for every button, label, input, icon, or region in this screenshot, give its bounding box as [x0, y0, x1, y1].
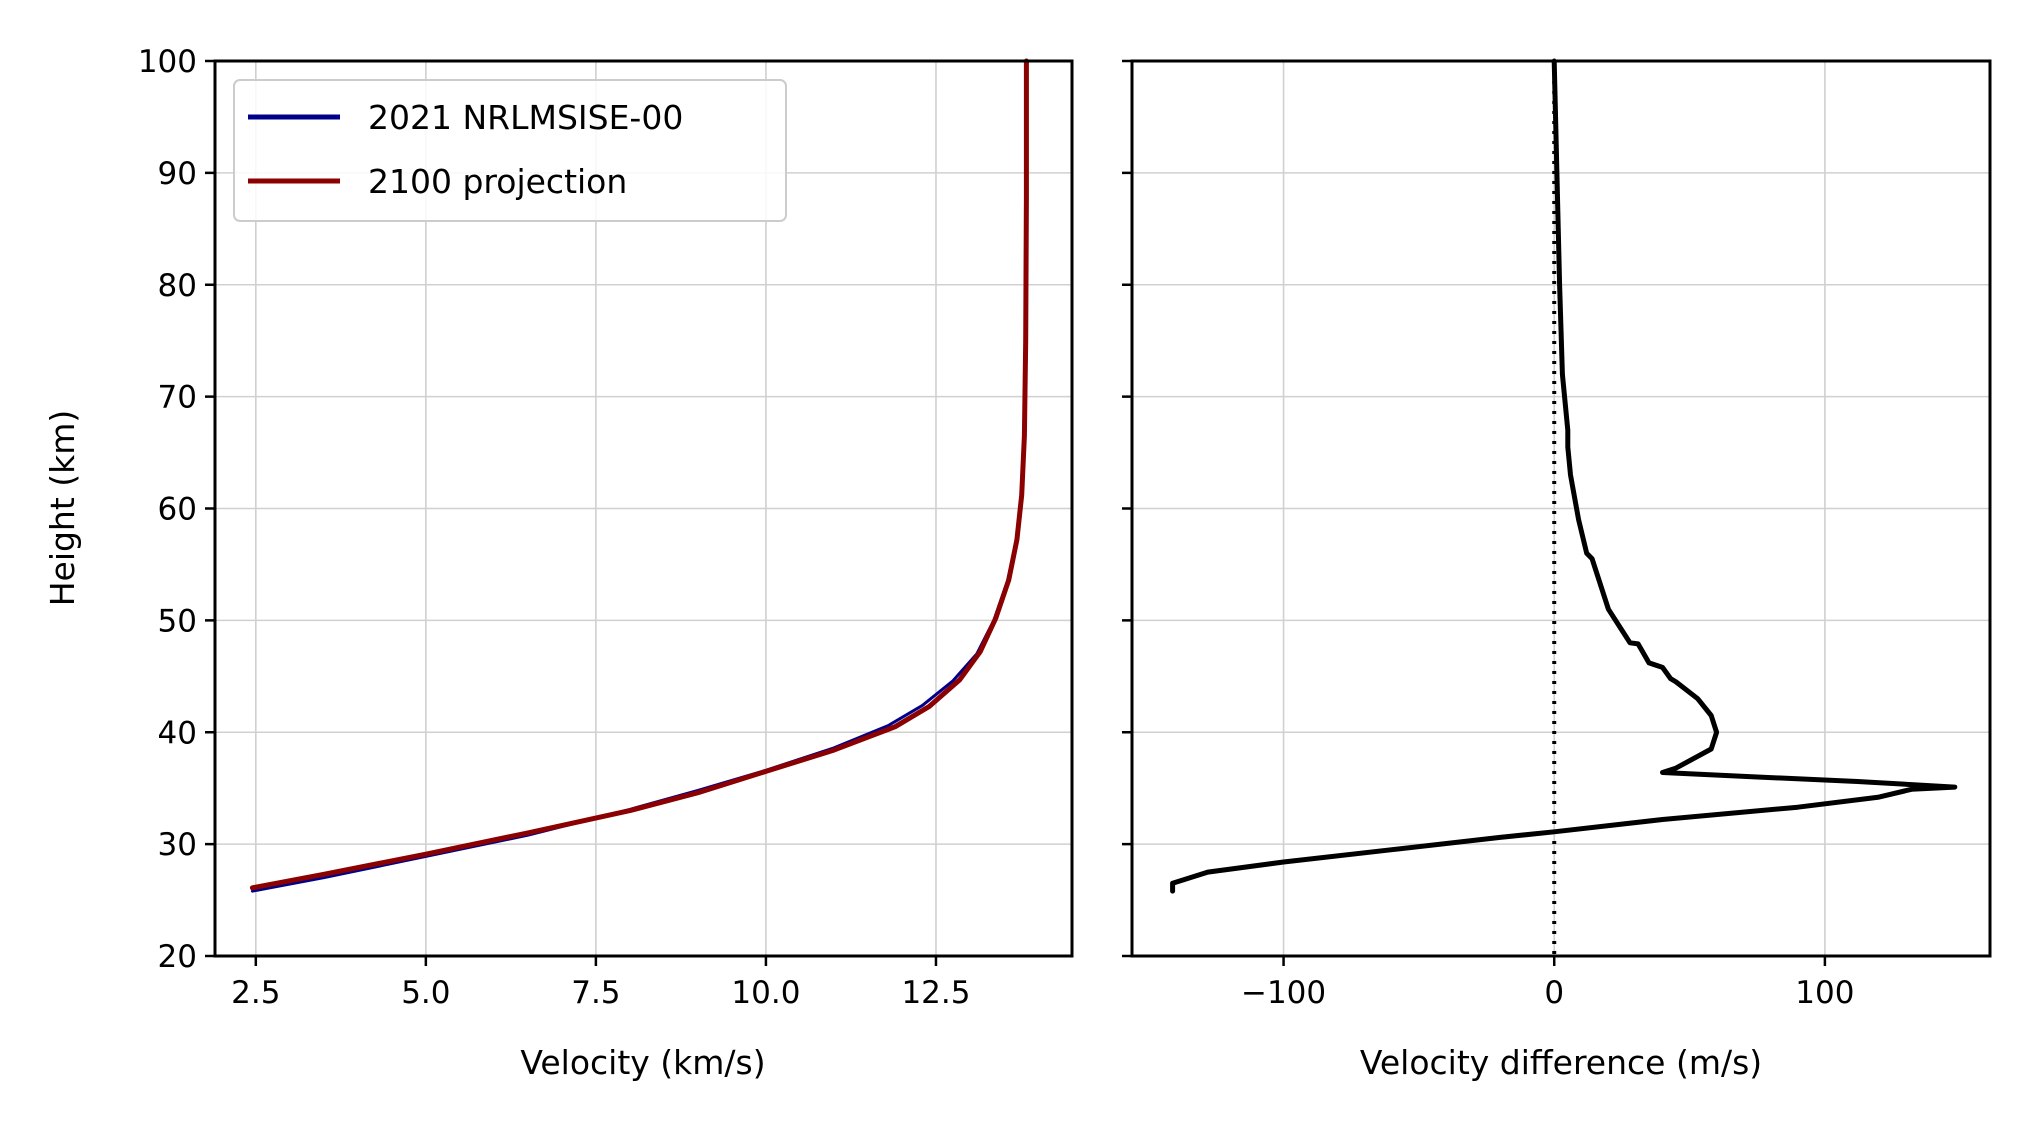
x-tick-label-left-3: 10.0 [731, 975, 800, 1011]
y-tick-label-2: 40 [158, 715, 197, 751]
series-lines-left [249, 58, 1029, 893]
y-tick-label-6: 80 [158, 268, 197, 304]
y-axis-label: Height (km) [43, 410, 82, 607]
x-tick-label-right-0: −100 [1241, 975, 1326, 1011]
legend: 2021 NRLMSISE-00 2100 projection [233, 79, 787, 222]
ticks-left: 2.5 5.0 7.5 10.0 12.5 20 30 40 50 60 70 80 90 100 [138, 44, 971, 1011]
x-axis-label-left: Velocity (km/s) [520, 1043, 765, 1082]
y-tick-label-4: 60 [158, 492, 197, 528]
x-tick-label-left-4: 12.5 [901, 975, 970, 1011]
x-axis-label-right: Velocity difference (m/s) [1360, 1043, 1762, 1082]
y-tick-label-3: 50 [158, 603, 197, 639]
legend-label-2100: 2100 projection [368, 162, 627, 201]
legend-box [233, 79, 787, 222]
y-tick-label-7: 90 [158, 156, 197, 192]
velocity-difference-plot: −100 0 100 Velocity difference (m/s) [1122, 58, 1992, 1082]
y-tick-label-0: 20 [158, 939, 197, 975]
ticks-right: −100 0 100 [1122, 59, 1854, 1011]
x-tick-label-left-1: 5.0 [401, 975, 450, 1011]
velocity-height-plot: 2.5 5.0 7.5 10.0 12.5 20 30 40 50 60 70 80 90 100 Vel… [43, 44, 1074, 1082]
series-line-difference [1170, 58, 1958, 894]
y-tick-label-5: 70 [158, 380, 197, 416]
x-tick-label-left-0: 2.5 [231, 975, 280, 1011]
y-tick-label-1: 30 [158, 827, 197, 863]
legend-label-nrlmsise: 2021 NRLMSISE-00 [368, 98, 683, 137]
x-tick-label-right-1: 0 [1544, 975, 1564, 1011]
series-line-2100-projection [249, 58, 1029, 891]
x-tick-label-right-2: 100 [1795, 975, 1854, 1011]
x-tick-label-left-2: 7.5 [571, 975, 620, 1011]
y-tick-label-8: 100 [138, 44, 197, 80]
series-lines-right [1170, 58, 1958, 894]
